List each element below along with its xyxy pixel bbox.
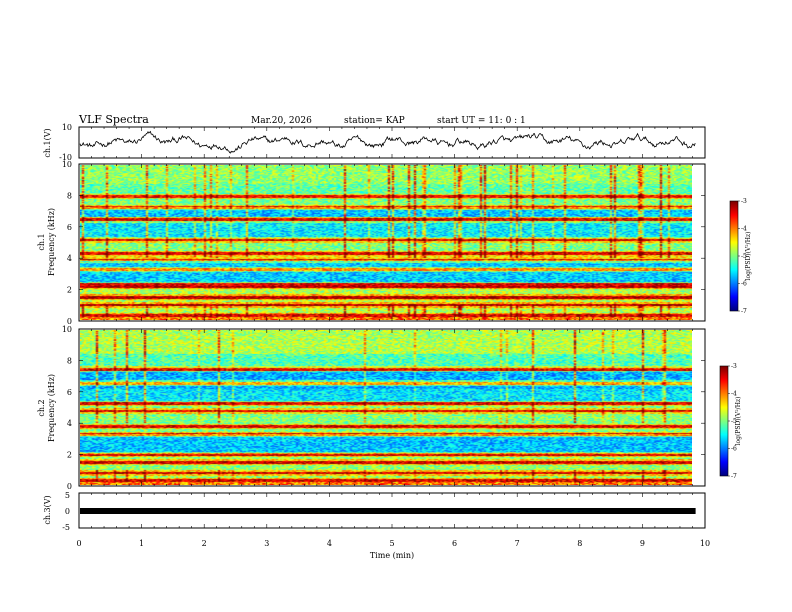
spec2-ylabel-frequency: Frequency (kHz) xyxy=(47,374,56,442)
ch1-spectrogram-image xyxy=(80,165,692,320)
ch1-frame xyxy=(78,126,706,159)
ch1-ylabel: ch.1(V) xyxy=(43,128,52,157)
freq-tick-label: 10 xyxy=(62,325,72,334)
time-tick-label: 4 xyxy=(327,539,332,548)
freq-tick-label: 2 xyxy=(67,286,72,295)
freq-tick-label: 0 xyxy=(67,482,72,491)
freq-tick-label: 8 xyxy=(67,356,72,365)
station-label: station= KAP xyxy=(344,116,405,126)
colorbar-tick-label: -4 xyxy=(731,391,737,398)
spec2-yticks: 0 2 4 6 8 10 xyxy=(62,325,705,491)
time-tick-label: 5 xyxy=(389,539,394,548)
colorbar-tick-label: -5 xyxy=(741,253,747,260)
spec1-ticks xyxy=(78,164,706,321)
time-tick-label: 10 xyxy=(700,539,710,548)
time-tick-label: 8 xyxy=(577,539,582,548)
ch1-ticks xyxy=(78,127,706,158)
ch1-ytick-bottom: -10 xyxy=(59,153,72,162)
ch1-trace xyxy=(79,130,696,154)
time-tick-label: 2 xyxy=(202,539,207,548)
spec1-colorbar xyxy=(730,201,738,311)
freq-tick-label: 4 xyxy=(67,419,72,428)
spec2-colorbar-ticks: -3 -4 -5 -6 -7 xyxy=(728,363,737,480)
spec2-ylabel-channel: ch.2 xyxy=(37,399,46,416)
colorbar-tick-label: -6 xyxy=(741,281,747,288)
spec1-yticks: 0 2 4 6 8 10 xyxy=(62,160,705,326)
ch3-trace xyxy=(80,508,696,514)
ch3-ytick-top: 5 xyxy=(65,491,70,500)
ch3-ytick-bottom: -5 xyxy=(62,523,70,532)
freq-tick-label: 0 xyxy=(67,317,72,326)
start-time-label: start UT = 11: 0 : 1 xyxy=(437,116,526,126)
date-label: Mar.20, 2026 xyxy=(251,116,312,126)
colorbar-tick-label: -6 xyxy=(731,446,737,453)
spec2-colorbar xyxy=(720,366,728,476)
time-tick-label: 6 xyxy=(452,539,457,548)
colorbar-tick-label: -7 xyxy=(731,473,737,480)
freq-tick-label: 4 xyxy=(67,254,72,263)
time-tick-label: 0 xyxy=(76,539,81,548)
freq-tick-label: 6 xyxy=(67,223,72,232)
ch3-ytick-mid: 0 xyxy=(65,507,70,516)
colorbar-tick-label: -7 xyxy=(741,308,747,315)
ch3-ticks xyxy=(78,493,706,528)
ch2-spectrogram-image xyxy=(80,330,692,485)
colorbar-tick-label: -3 xyxy=(731,363,737,370)
colorbar-tick-label: -4 xyxy=(741,226,747,233)
figure-title: VLF Spectra xyxy=(78,113,149,126)
spec1-ylabel-channel: ch.1 xyxy=(37,233,46,250)
colorbar-tick-label: -5 xyxy=(731,418,737,425)
time-axis-ticklabels: 0 1 2 3 4 5 6 7 8 9 10 xyxy=(76,539,710,548)
time-tick-label: 3 xyxy=(264,539,269,548)
colorbar-tick-label: -3 xyxy=(741,198,747,205)
time-tick-label: 1 xyxy=(139,539,144,548)
time-axis-label: Time (min) xyxy=(370,551,414,560)
waveform-ch3-panel: 5 0 -5 ch.3(V) 0 1 2 3 4 5 6 7 8 9 10 Time (min) xyxy=(43,491,710,560)
spec2-ticks xyxy=(78,329,706,486)
waveform-ch1-panel: 10 -10 ch.1(V) xyxy=(43,123,706,162)
time-tick-label: 7 xyxy=(515,539,520,548)
time-tick-label: 9 xyxy=(640,539,645,548)
spec1-ylabel-frequency: Frequency (kHz) xyxy=(47,208,56,276)
freq-tick-label: 6 xyxy=(67,388,72,397)
freq-tick-label: 2 xyxy=(67,451,72,460)
spec2-colorbar-label: log(PSD)(V²/Hz) xyxy=(735,397,742,446)
freq-tick-label: 8 xyxy=(67,191,72,200)
spec1-colorbar-label: log(PSD)(V²/Hz) xyxy=(745,232,752,281)
spec1-colorbar-ticks: -3 -4 -5 -6 -7 xyxy=(738,198,747,315)
ch1-ytick-top: 10 xyxy=(62,123,72,132)
freq-tick-label: 10 xyxy=(62,160,72,169)
ch3-ylabel: ch.3(V) xyxy=(43,495,52,524)
